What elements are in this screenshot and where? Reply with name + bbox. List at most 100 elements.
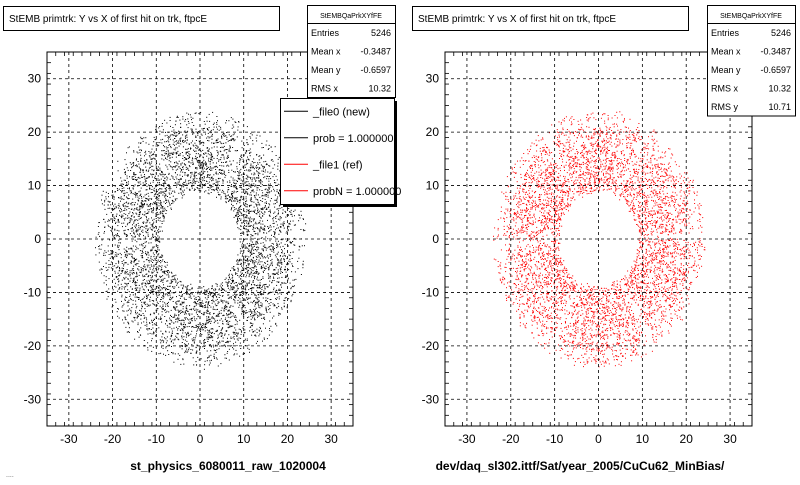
scatter-point [172, 153, 174, 155]
scatter-point [95, 254, 97, 256]
scatter-point [141, 230, 142, 232]
scatter-point [142, 185, 144, 187]
scatter-point [153, 187, 155, 189]
scatter-point [216, 126, 217, 128]
scatter-point [180, 178, 182, 180]
scatter-point [216, 187, 218, 189]
scatter-point [275, 229, 276, 231]
scatter-point [150, 208, 152, 210]
scatter-point [201, 326, 203, 328]
scatter-point [145, 166, 147, 168]
scatter-point [165, 293, 167, 295]
scatter-point [232, 289, 234, 291]
scatter-point [242, 166, 244, 168]
scatter-point [123, 268, 124, 270]
scatter-point [123, 210, 125, 211]
scatter-point [162, 347, 164, 349]
scatter-point [289, 258, 291, 260]
scatter-point [202, 129, 204, 131]
scatter-point [248, 245, 250, 246]
scatter-point [190, 182, 192, 183]
scatter-point [157, 235, 159, 237]
scatter-point [200, 358, 202, 360]
scatter-point [232, 205, 234, 206]
scatter-point [176, 184, 178, 186]
scatter-point [219, 194, 221, 196]
scatter-point [147, 252, 149, 254]
scatter-point [115, 276, 117, 277]
scatter-point [171, 298, 173, 300]
scatter-point [245, 268, 247, 270]
scatter-point [198, 325, 200, 327]
scatter-point [240, 197, 242, 199]
scatter-point [168, 201, 170, 203]
scatter-point [135, 300, 137, 302]
scatter-point [169, 290, 171, 292]
scatter-point [131, 288, 133, 290]
scatter-point [177, 117, 179, 118]
scatter-point [138, 182, 140, 184]
scatter-point [244, 173, 245, 175]
scatter-point [211, 333, 213, 334]
scatter-point [290, 287, 292, 289]
scatter-point [151, 161, 153, 163]
scatter-point [198, 131, 200, 132]
scatter-point [114, 220, 115, 222]
scatter-point [178, 286, 180, 288]
scatter-point [221, 288, 223, 290]
scatter-point [167, 326, 169, 328]
scatter-point [230, 287, 232, 289]
scatter-point [123, 194, 125, 196]
scatter-point [176, 178, 178, 180]
scatter-point [122, 183, 124, 185]
scatter-point [210, 159, 212, 161]
scatter-point [160, 299, 162, 301]
scatter-point [132, 245, 134, 247]
scatter-point [201, 168, 203, 170]
scatter-point [147, 232, 149, 234]
scatter-point [202, 346, 204, 348]
scatter-point [113, 205, 115, 207]
scatter-point [176, 186, 177, 188]
scatter-point [195, 361, 197, 363]
scatter-point [144, 160, 146, 162]
scatter-point [178, 130, 180, 132]
scatter-point [171, 190, 173, 192]
scatter-point [261, 184, 263, 186]
scatter-point [269, 165, 271, 167]
scatter-point [110, 253, 112, 255]
scatter-point [193, 342, 195, 344]
scatter-point [240, 225, 241, 227]
scatter-point [161, 267, 163, 269]
scatter-point [155, 330, 157, 332]
scatter-point [260, 164, 262, 166]
scatter-point [177, 358, 179, 360]
scatter-point [222, 315, 224, 317]
scatter-point [162, 341, 164, 343]
scatter-point [273, 203, 275, 205]
scatter-point [241, 291, 243, 292]
scatter-point [125, 296, 126, 298]
scatter-point [233, 138, 235, 140]
scatter-point [240, 212, 242, 214]
scatter-point [239, 186, 241, 188]
scatter-point [171, 292, 173, 294]
scatter-point [205, 164, 207, 166]
scatter-point [194, 158, 196, 160]
scatter-point [135, 230, 137, 232]
scatter-point [209, 169, 211, 170]
scatter-point [178, 140, 180, 142]
scatter-point [175, 169, 177, 171]
scatter-point [197, 133, 199, 135]
scatter-point [246, 160, 247, 162]
scatter-point [268, 265, 270, 267]
scatter-point [247, 163, 249, 165]
scatter-point [107, 250, 109, 252]
scatter-point [167, 168, 169, 170]
scatter-point [151, 286, 152, 288]
scatter-point [137, 230, 139, 232]
scatter-point [225, 342, 227, 343]
scatter-point [114, 256, 116, 258]
scatter-point [147, 170, 149, 172]
scatter-point [241, 222, 243, 224]
